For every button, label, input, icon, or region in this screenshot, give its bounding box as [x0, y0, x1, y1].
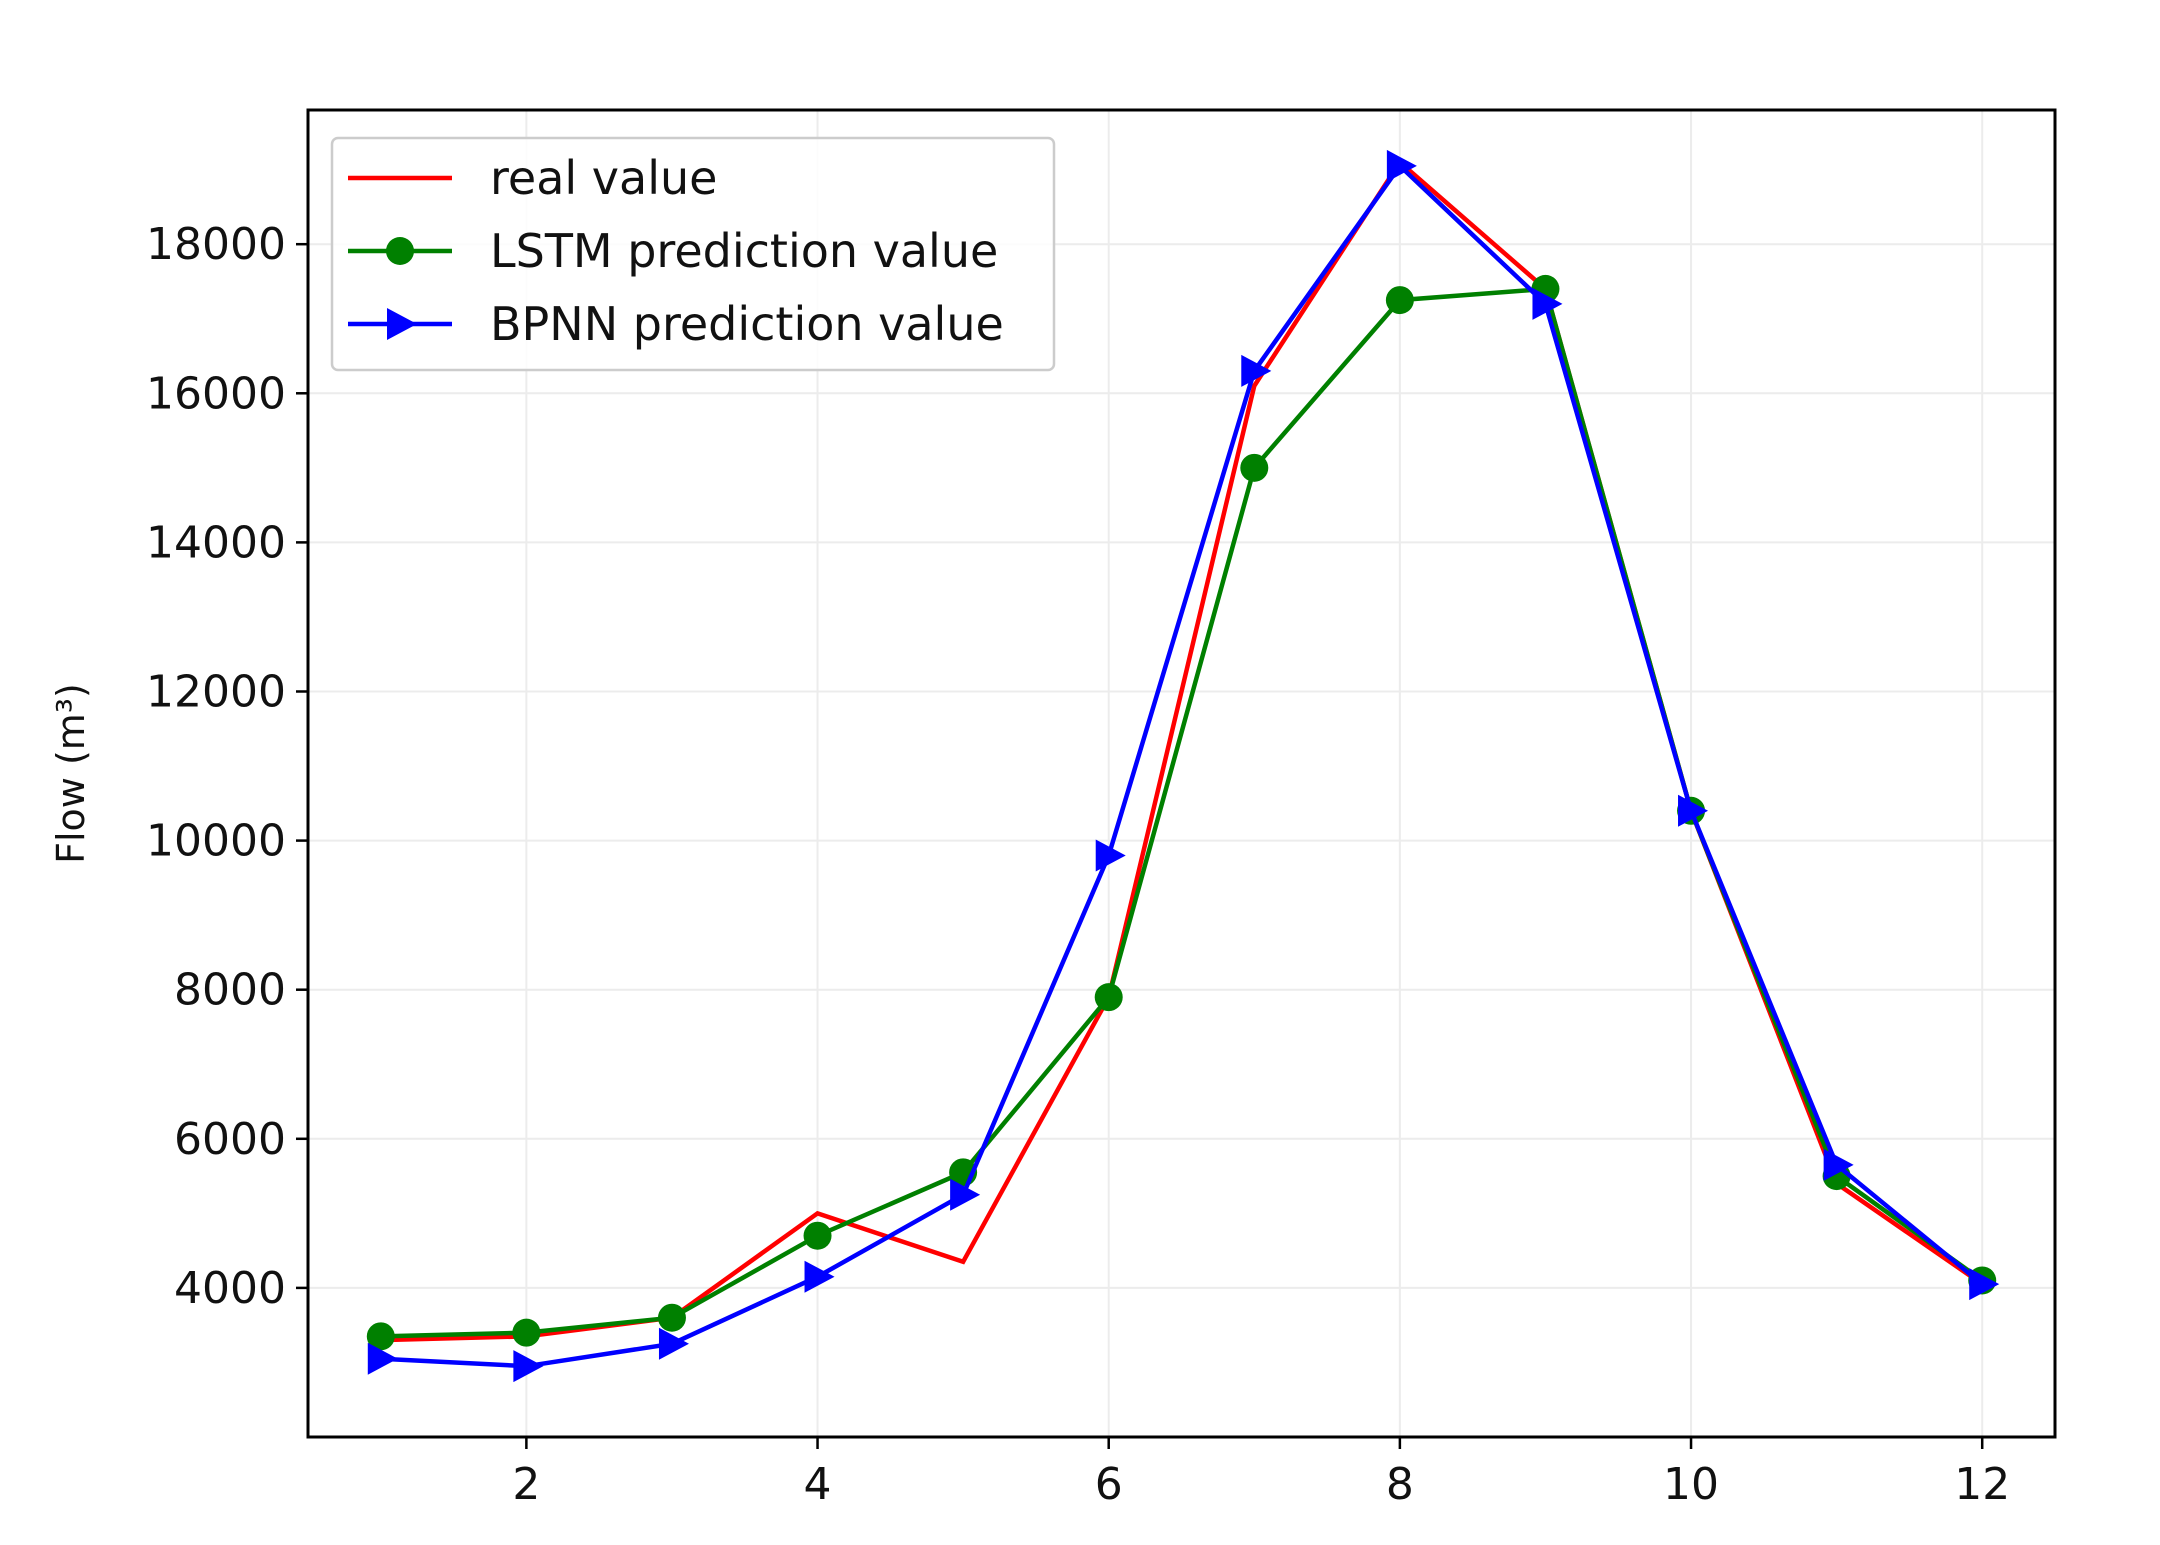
bpnn-prediction-value-point — [658, 1327, 689, 1360]
plot-series — [366, 149, 2000, 1383]
axis-ticks: 2 4 6 8 10 12 4000 6000 8000 10000 12000 14000 16000… — [146, 219, 2010, 1510]
bpnn-prediction-value-point — [1823, 1148, 1854, 1181]
bpnn-prediction-value-point — [950, 1178, 981, 1211]
lstm-prediction-value-point — [366, 1322, 395, 1351]
y-tick-label: 10000 — [146, 816, 286, 867]
series-lstm-prediction-value — [366, 274, 1997, 1351]
bpnn-prediction-value-point — [1386, 149, 1417, 182]
lstm-prediction-value-line — [380, 286, 1984, 1339]
lstm-prediction-value-point — [657, 1303, 686, 1332]
lstm-prediction-value-point — [1240, 453, 1269, 482]
y-tick-label: 6000 — [174, 1114, 286, 1165]
legend-marker-bpnn-prediction-value — [387, 308, 417, 340]
y-axis-label: Flow (m³) — [49, 683, 93, 864]
bpnn-prediction-value-point — [1678, 794, 1709, 827]
bpnn-prediction-value-point — [367, 1342, 398, 1375]
legend-marker-lstm-prediction-value — [386, 237, 414, 265]
lstm-prediction-value-point — [512, 1318, 541, 1347]
lstm-prediction-value-point — [1094, 983, 1123, 1012]
x-tick-label: 4 — [804, 1459, 832, 1510]
bpnn-prediction-value-point — [1532, 287, 1563, 320]
y-tick-label: 12000 — [146, 666, 286, 717]
legend-label-lstm-prediction-value: LSTM prediction value — [490, 224, 998, 278]
legend-box — [330, 136, 1056, 372]
y-tick-label: 14000 — [146, 517, 286, 568]
lstm-prediction-value-point — [1385, 286, 1414, 315]
x-tick-label: 2 — [512, 1459, 540, 1510]
plot-frame — [306, 108, 2057, 1439]
grid — [308, 110, 2055, 1437]
x-tick-label: 12 — [1954, 1459, 2010, 1510]
bpnn-prediction-value-point — [513, 1350, 544, 1383]
legend-label-real-value: real value — [490, 151, 717, 205]
y-tick-label: 18000 — [146, 219, 286, 270]
y-tick-label: 4000 — [174, 1263, 286, 1314]
legend: real value LSTM prediction value BPNN pred… — [330, 136, 1056, 372]
series-bpnn-prediction-value — [367, 149, 2000, 1383]
x-tick-label: 6 — [1095, 1459, 1123, 1510]
bpnn-prediction-value-point — [1969, 1268, 2000, 1301]
lstm-prediction-value-point — [803, 1221, 832, 1250]
legend-label-bpnn-prediction-value: BPNN prediction value — [490, 297, 1004, 351]
y-tick-label: 16000 — [146, 368, 286, 419]
x-tick-label: 8 — [1386, 1459, 1414, 1510]
x-tick-label: 10 — [1663, 1459, 1719, 1510]
bpnn-prediction-value-point — [1095, 839, 1126, 872]
bpnn-prediction-value-point — [804, 1260, 835, 1293]
y-tick-label: 8000 — [174, 965, 286, 1016]
bpnn-prediction-value-point — [1241, 354, 1272, 387]
bpnn-prediction-value-line — [380, 162, 1984, 1369]
